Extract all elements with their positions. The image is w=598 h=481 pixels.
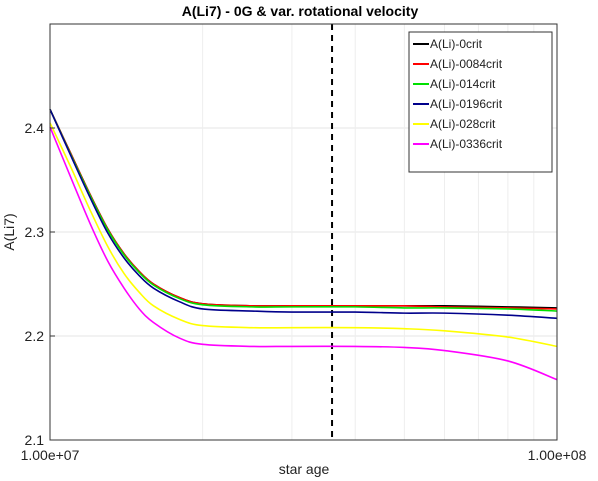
series-line-2 [49,108,558,312]
legend-item-5: A(Li)-0336crit [413,137,503,151]
legend-item-4: A(Li)-028crit [413,117,496,131]
tick-layer: 2.1 2.2 2.3 2.4 1.00e+07 1.00e+08 [21,120,587,463]
x-tick-label: 1.00e+08 [528,447,587,463]
y-tick-label: 2.1 [25,432,45,448]
legend-box [408,31,553,173]
y-axis-label: A(Li7) [1,213,17,250]
legend-label: A(Li)-014crit [430,77,496,91]
legend-label: A(Li)-0crit [430,37,483,51]
legend-label: A(Li)-0336crit [430,137,503,151]
y-tick-label: 2.4 [25,120,45,136]
legend: A(Li)-0crit A(Li)-0084crit A(Li)-014crit A(… [408,31,553,173]
legend-label: A(Li)-0196crit [430,97,503,111]
series-line-5 [49,126,558,381]
y-tick-label: 2.3 [25,224,45,240]
series-line-4 [49,122,558,348]
series-layer [49,108,558,381]
legend-item-0: A(Li)-0crit [413,37,483,51]
legend-label: A(Li)-0084crit [430,57,503,71]
series-line-3 [49,108,558,320]
legend-label: A(Li)-028crit [430,117,496,131]
y-tick-label: 2.2 [25,328,45,344]
legend-item-2: A(Li)-014crit [413,77,496,91]
chart-title: A(Li7) - 0G & var. rotational velocity [182,3,419,19]
legend-item-3: A(Li)-0196crit [413,97,503,111]
legend-item-1: A(Li)-0084crit [413,57,503,71]
x-axis-label: star age [279,461,330,477]
x-tick-label: 1.00e+07 [21,447,80,463]
